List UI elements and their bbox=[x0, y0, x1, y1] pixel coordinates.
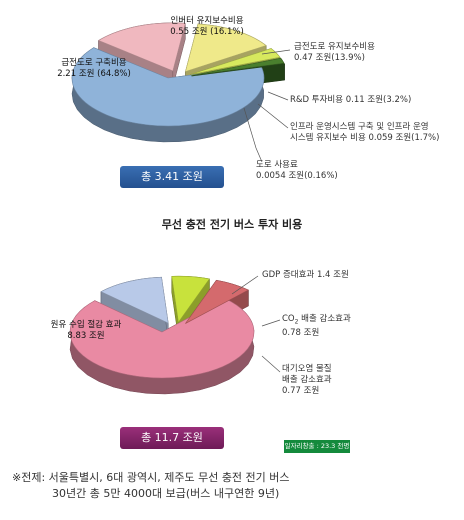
slice-label-road-usage-fee: 도로 사용료 0.0054 조원(0.16%) bbox=[256, 160, 338, 181]
pie-chart-2-svg bbox=[69, 275, 281, 395]
total-badge-1: 총 3.41 조원 bbox=[120, 166, 224, 188]
pie-slice-2 bbox=[185, 23, 267, 72]
pie-slice-1 bbox=[100, 276, 169, 324]
chart-2-title: 무선 충전 전기 버스 투자 비용 bbox=[161, 218, 303, 231]
footnote-line-1: ※전제: 서울특별시, 6대 광역시, 제주도 무선 충전 전기 버스 bbox=[12, 471, 290, 484]
leader-line-0 bbox=[231, 275, 259, 295]
slice-label-infra-ops: 인프라 운영시스템 구축 및 인프라 운영 시스템 유지보수 비용 0.059 … bbox=[290, 122, 440, 143]
slice-label-inverter-maintenance: 인버터 유지보수비용 0.55 조원 (16.1%) bbox=[170, 16, 244, 37]
pie-slice-4 bbox=[191, 57, 285, 76]
pie-slice-1 bbox=[97, 22, 186, 72]
jobs-created-note: 일자리창출 : 23.3 천명 bbox=[284, 440, 350, 453]
leader-line-0 bbox=[261, 49, 291, 55]
slice-label-oil-import-savings: 원유 수입 절감 효과 8.83 조원 bbox=[50, 320, 122, 341]
pie-slice-0 bbox=[69, 298, 255, 379]
pie-slice-5 bbox=[191, 63, 285, 77]
slice-label-feeder-road-construction: 급전도로 구축비용 2.21 조원 (64.8%) bbox=[57, 58, 131, 79]
leader-line-3 bbox=[243, 107, 263, 163]
leader-line-1 bbox=[267, 91, 289, 101]
leader-line-2 bbox=[261, 355, 281, 373]
footnote-line-2: 30년간 총 5만 4000대 보급(버스 내구연한 9년) bbox=[52, 487, 280, 500]
investment-cost-pie-chart: 급전도로 구축비용 2.21 조원 (64.8%) 인버터 유지보수비용 0.5… bbox=[0, 0, 464, 200]
leader-line-1 bbox=[261, 319, 281, 327]
pie-slice-2 bbox=[171, 275, 210, 323]
slice-label-gdp: GDP 증대효과 1.4 조원 bbox=[262, 270, 349, 280]
total-badge-2: 총 11.7 조원 bbox=[120, 427, 224, 449]
footnote: ※전제: 서울특별시, 6대 광역시, 제주도 무선 충전 전기 버스 30년간… bbox=[12, 470, 290, 502]
slice-label-co2: CO2 배출 감소효과 0.78 조원 bbox=[282, 314, 351, 338]
pie-chart-1-svg bbox=[71, 22, 291, 163]
benefit-pie-chart: 원유 수입 절감 효과 8.83 조원 GDP 증대효과 1.4 조원 CO2 … bbox=[0, 244, 464, 459]
slice-label-rnd: R&D 투자비용 0.11 조원(3.2%) bbox=[290, 95, 412, 105]
pie-slice-3 bbox=[190, 48, 281, 75]
leader-line-2 bbox=[257, 103, 289, 129]
pie-slice-3 bbox=[185, 279, 250, 324]
slice-label-air-pollutant: 대기오염 물질 배출 감소효과 0.77 조원 bbox=[282, 364, 332, 396]
pie-slice-0 bbox=[71, 47, 265, 127]
slice-label-feeder-road-maintenance: 급전도로 유지보수비용 0.47 조원(13.9%) bbox=[294, 42, 375, 63]
